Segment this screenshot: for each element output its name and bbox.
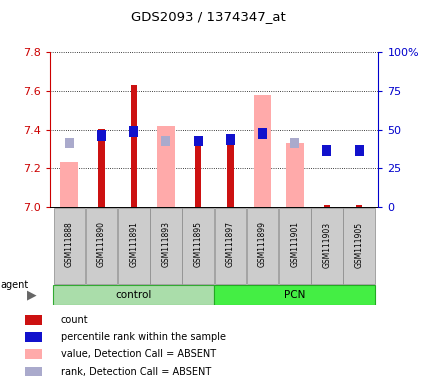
Text: agent: agent xyxy=(0,280,29,290)
Bar xyxy=(25,349,42,359)
Text: GSM111897: GSM111897 xyxy=(225,222,234,267)
Bar xyxy=(25,332,42,342)
Bar xyxy=(97,130,106,141)
FancyBboxPatch shape xyxy=(85,208,117,284)
Text: count: count xyxy=(61,315,89,325)
FancyBboxPatch shape xyxy=(246,208,278,284)
Bar xyxy=(65,138,74,148)
Bar xyxy=(194,143,201,207)
FancyBboxPatch shape xyxy=(214,208,246,284)
FancyBboxPatch shape xyxy=(118,208,149,284)
Text: GSM111903: GSM111903 xyxy=(322,222,331,268)
Text: GSM111899: GSM111899 xyxy=(257,222,266,267)
Text: rank, Detection Call = ABSENT: rank, Detection Call = ABSENT xyxy=(61,366,210,376)
FancyBboxPatch shape xyxy=(150,208,181,284)
FancyBboxPatch shape xyxy=(342,208,374,284)
Bar xyxy=(227,135,233,207)
Bar xyxy=(25,315,42,324)
Bar xyxy=(355,205,362,207)
Bar xyxy=(354,146,363,156)
FancyBboxPatch shape xyxy=(53,285,214,305)
Text: GSM111901: GSM111901 xyxy=(289,222,299,267)
Bar xyxy=(225,134,234,144)
Bar xyxy=(322,146,331,156)
Text: GDS2093 / 1374347_at: GDS2093 / 1374347_at xyxy=(131,10,286,23)
Bar xyxy=(161,136,170,146)
Text: GSM111888: GSM111888 xyxy=(65,222,74,267)
FancyBboxPatch shape xyxy=(214,285,375,305)
FancyBboxPatch shape xyxy=(310,208,342,284)
Bar xyxy=(323,205,329,207)
Bar xyxy=(193,136,202,146)
Bar xyxy=(130,85,137,207)
Text: GSM111890: GSM111890 xyxy=(97,222,106,267)
Bar xyxy=(289,138,299,148)
FancyBboxPatch shape xyxy=(53,208,85,284)
Text: GSM111891: GSM111891 xyxy=(129,222,138,267)
Bar xyxy=(285,143,303,207)
Text: control: control xyxy=(115,290,151,300)
Bar xyxy=(157,126,174,207)
Text: GSM111893: GSM111893 xyxy=(161,222,170,267)
Text: GSM111895: GSM111895 xyxy=(193,222,202,267)
Text: PCN: PCN xyxy=(283,290,305,300)
Bar xyxy=(253,94,271,207)
Bar xyxy=(129,126,138,137)
Bar xyxy=(25,367,42,376)
Bar xyxy=(60,162,78,207)
Text: percentile rank within the sample: percentile rank within the sample xyxy=(61,332,225,342)
Text: GSM111905: GSM111905 xyxy=(354,222,363,268)
Bar xyxy=(98,129,105,207)
FancyBboxPatch shape xyxy=(278,208,310,284)
Text: ▶: ▶ xyxy=(27,288,37,301)
Text: value, Detection Call = ABSENT: value, Detection Call = ABSENT xyxy=(61,349,216,359)
FancyBboxPatch shape xyxy=(182,208,214,284)
Bar xyxy=(257,128,266,139)
